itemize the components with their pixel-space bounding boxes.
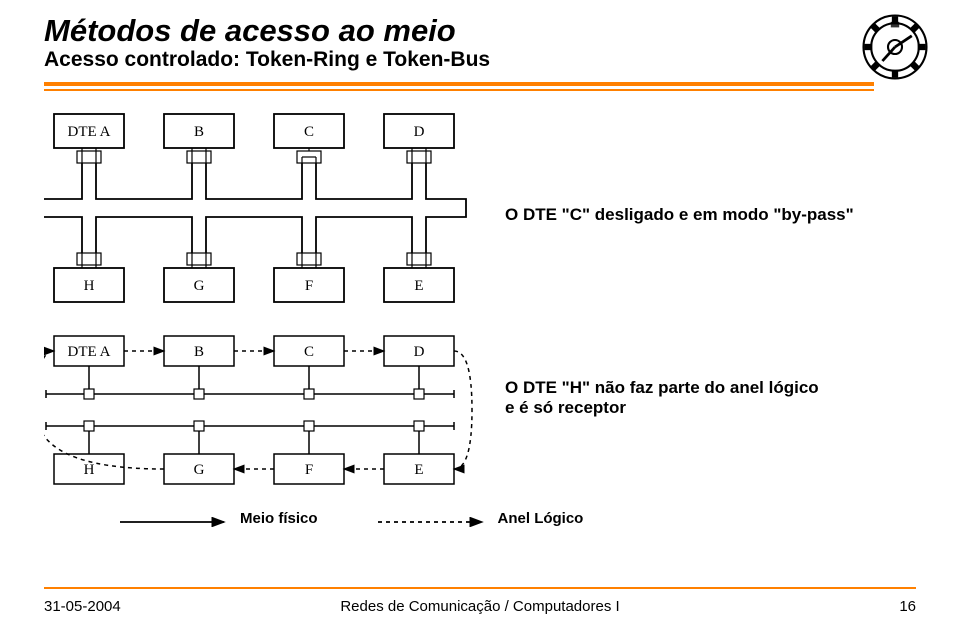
svg-text:F: F [305,462,313,478]
title-block: Métodos de acesso ao meio Acesso control… [44,14,490,71]
svg-text:H: H [84,278,95,294]
svg-text:G: G [194,278,205,294]
footer: 31-05-2004 Redes de Comunicação / Comput… [44,598,916,615]
legend-physical-label: Meio físico [240,510,318,527]
footer-rule [44,587,916,589]
svg-text:B: B [194,344,204,360]
svg-text:G: G [194,462,205,478]
legend-physical: Meio físico [120,510,318,527]
svg-text:DTE A: DTE A [68,344,111,360]
slide-subtitle: Acesso controlado: Token-Ring e Token-Bu… [44,48,490,71]
org-logo-icon [860,12,930,82]
footer-date: 31-05-2004 [44,598,121,615]
token-ring-diagram: DTE A B C D H G F E [44,108,474,308]
footer-page: 16 [899,598,916,615]
legend: Meio físico Anel Lógico [120,510,583,527]
footer-center: Redes de Comunicação / Computadores I [340,598,619,615]
svg-text:C: C [304,344,314,360]
diagram2-caption-line2: e é só receptor [505,398,626,417]
title-rule [44,82,874,91]
svg-text:H: H [84,462,95,478]
legend-logical: Anel Lógico [378,510,584,527]
svg-text:DTE A: DTE A [68,124,111,140]
svg-text:B: B [194,124,204,140]
svg-text:F: F [305,278,313,294]
token-bus-diagram: DTE A B C D H G F E [44,330,474,490]
svg-text:E: E [414,462,423,478]
svg-text:D: D [414,124,425,140]
slide-title: Métodos de acesso ao meio [44,14,490,48]
legend-logical-label: Anel Lógico [498,510,584,527]
diagram2-caption: O DTE "H" não faz parte do anel lógico e… [505,378,819,419]
svg-text:E: E [414,278,423,294]
diagram1-caption: O DTE "C" desligado e em modo "by-pass" [505,205,854,225]
svg-text:C: C [304,124,314,140]
diagram2-caption-line1: O DTE "H" não faz parte do anel lógico [505,378,819,397]
svg-text:D: D [414,344,425,360]
